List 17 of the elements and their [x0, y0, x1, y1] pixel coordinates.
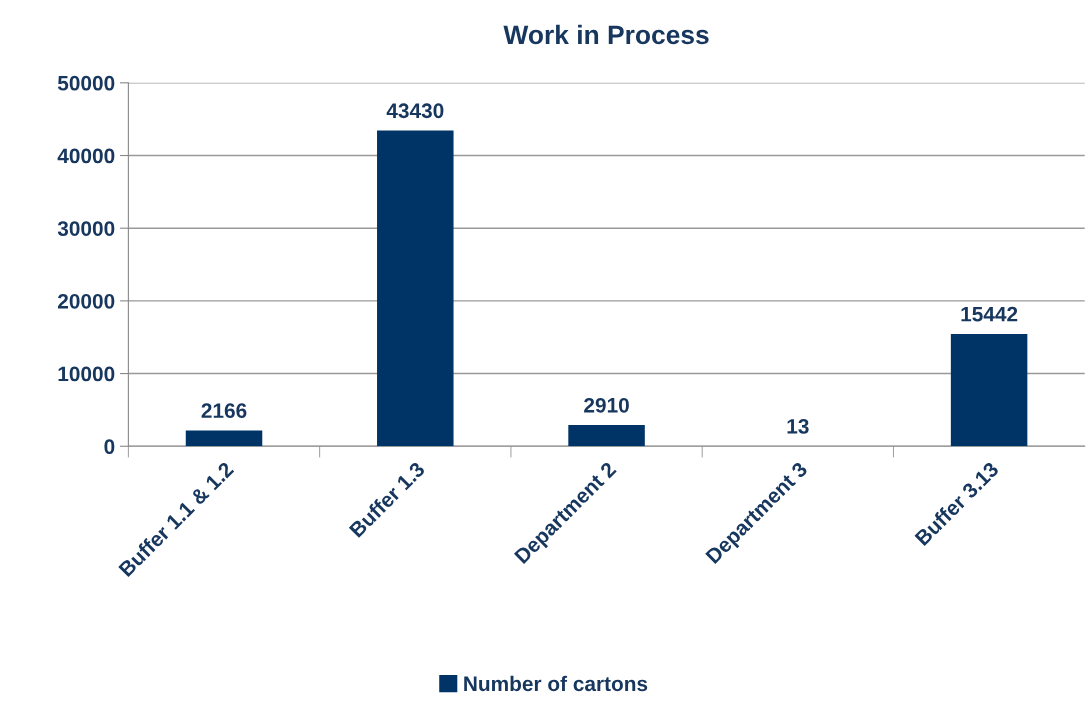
data-label: 2910 — [584, 397, 629, 413]
y-tick-label: 10000 — [58, 366, 115, 382]
bar — [568, 425, 645, 447]
y-tick-label: 30000 — [57, 221, 115, 236]
data-label: 13 — [787, 418, 809, 434]
chart-title: Work in Process — [503, 24, 709, 45]
y-tick-label: 40000 — [57, 148, 115, 164]
bar — [377, 130, 454, 447]
data-label: 43430 — [386, 103, 444, 119]
y-tick-label: 0 — [104, 439, 115, 454]
data-label: 15442 — [961, 306, 1018, 322]
legend-label: Number of cartons — [464, 675, 648, 692]
y-tick-label: 50000 — [57, 75, 115, 91]
data-label: 2166 — [201, 403, 247, 419]
y-tick-label: 20000 — [57, 293, 115, 309]
bar — [950, 334, 1028, 447]
bar — [185, 430, 263, 447]
